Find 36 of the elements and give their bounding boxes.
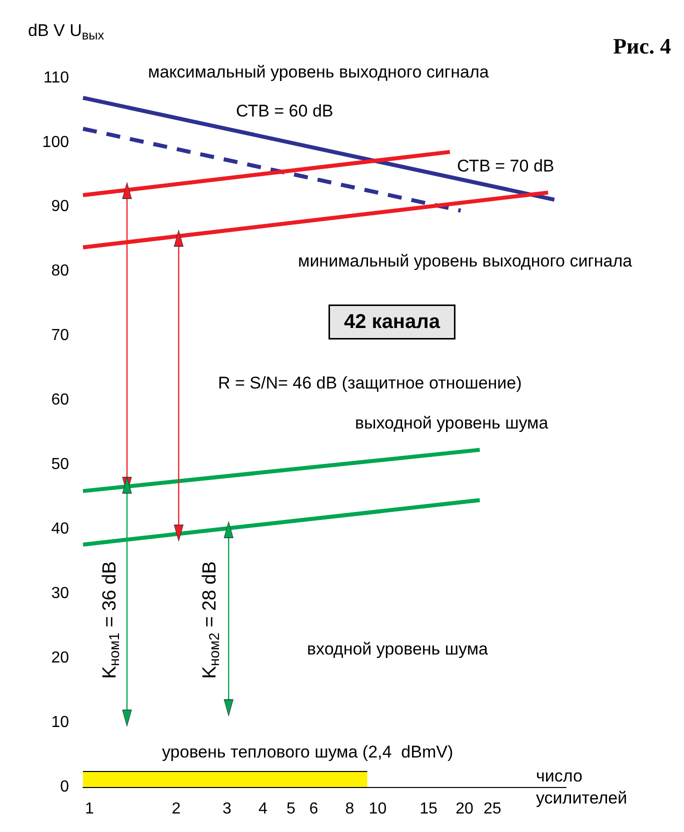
x-tick-label: 4: [258, 800, 268, 818]
annotation: СТВ = 70 dB: [457, 156, 554, 176]
y-tick-label: 10: [51, 714, 70, 732]
annotation: максимальный уровень выходного сигнала: [148, 62, 490, 82]
y-tick-label: 20: [51, 650, 70, 667]
text: Рис. 4: [613, 34, 672, 58]
annotation: входной уровень шума: [307, 640, 489, 658]
y-tick-label: 100: [42, 134, 70, 151]
y-tick-label: 40: [51, 520, 70, 538]
annotation: минимальный уровень выходного сигнала: [298, 252, 633, 270]
x-tick-label: 15: [420, 800, 438, 818]
y-tick-label: 80: [51, 262, 70, 280]
x-tick-label: 1: [84, 800, 94, 818]
x-tick-label: 5: [286, 800, 296, 818]
x-axis-title: число усилителей: [536, 766, 628, 808]
y-tick-label: 0: [60, 778, 70, 796]
x-tick-label: 3: [222, 800, 232, 818]
annotation: Kном1 = 36 dB: [100, 561, 123, 679]
annotation: Kном2 = 28 dB: [200, 561, 223, 679]
x-tick-label: 25: [484, 800, 502, 818]
y-tick-label: 90: [51, 198, 70, 216]
annotation: уровень теплового шума (2,4 dBmV): [162, 742, 454, 762]
y-tick-label: 50: [51, 456, 70, 474]
x-tick-label: 8: [345, 800, 354, 818]
x-tick-label: 6: [309, 800, 318, 818]
annotation: R = S/N= 46 dB (защитное отношение): [218, 374, 522, 392]
annotation: СТВ = 60 dB: [236, 102, 334, 120]
x-tick-label: 20: [456, 800, 474, 818]
y-tick-label: 60: [51, 392, 70, 409]
annotation: 42 канала: [344, 311, 441, 333]
y-tick-label: 30: [51, 585, 70, 602]
y-tick-label: 110: [43, 69, 70, 86]
annotation: выходной уровень шума: [355, 414, 549, 432]
x-tick-label: 2: [172, 800, 181, 818]
x-tick-label: 10: [368, 800, 387, 818]
y-tick-label: 70: [51, 327, 70, 344]
